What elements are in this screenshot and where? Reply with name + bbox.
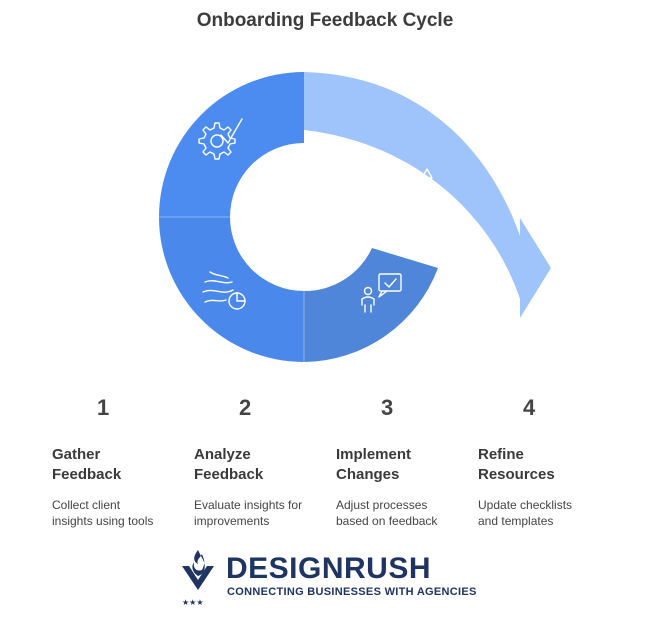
segment-analyze-feedback: [159, 217, 304, 362]
step-description: Evaluate insights for improvements: [194, 498, 303, 528]
step-heading: Gather Feedback: [52, 446, 122, 483]
step-number: 3: [381, 395, 394, 420]
gear-check-icon: [198, 118, 243, 160]
wind-chart-icon: [202, 271, 246, 310]
step-description: Update checklists and templates: [478, 498, 573, 528]
svg-text:★★★: ★★★: [182, 598, 204, 607]
step-number: 4: [523, 395, 536, 420]
page-title: Onboarding Feedback Cycle: [196, 10, 454, 31]
person-chat-icon: [361, 273, 402, 313]
brand-tagline: CONNECTING BUSINESSES WITH AGENCIES: [227, 586, 477, 598]
step-heading: Implement Changes: [336, 446, 412, 483]
segment-gather-feedback: [159, 72, 304, 217]
segment-refine-resources: [304, 72, 551, 318]
step-description: Collect client insights using tools: [52, 498, 154, 528]
step-3: 3 Implement Changes Adjust processes bas…: [336, 395, 466, 529]
brand-name: DESIGNRUSH: [226, 552, 432, 585]
step-1: 1 Gather Feedback Collect client insight…: [52, 395, 182, 529]
step-number: 2: [239, 395, 252, 420]
designrush-logo: ★★★ DESIGNRUSH CONNECTING BUSINESSES WIT…: [180, 548, 480, 608]
step-heading: Refine Resources: [478, 446, 555, 483]
designrush-emblem-icon: ★★★: [182, 550, 214, 607]
step-4: 4 Refine Resources Update checklists and…: [478, 395, 608, 529]
cycle-diagram: [159, 72, 551, 362]
step-description: Adjust processes based on feedback: [336, 498, 438, 528]
shapes-key-icon: [395, 168, 433, 210]
step-heading: Analyze Feedback: [194, 446, 264, 483]
step-number: 1: [97, 395, 110, 420]
step-2: 2 Analyze Feedback Evaluate insights for…: [194, 395, 324, 529]
